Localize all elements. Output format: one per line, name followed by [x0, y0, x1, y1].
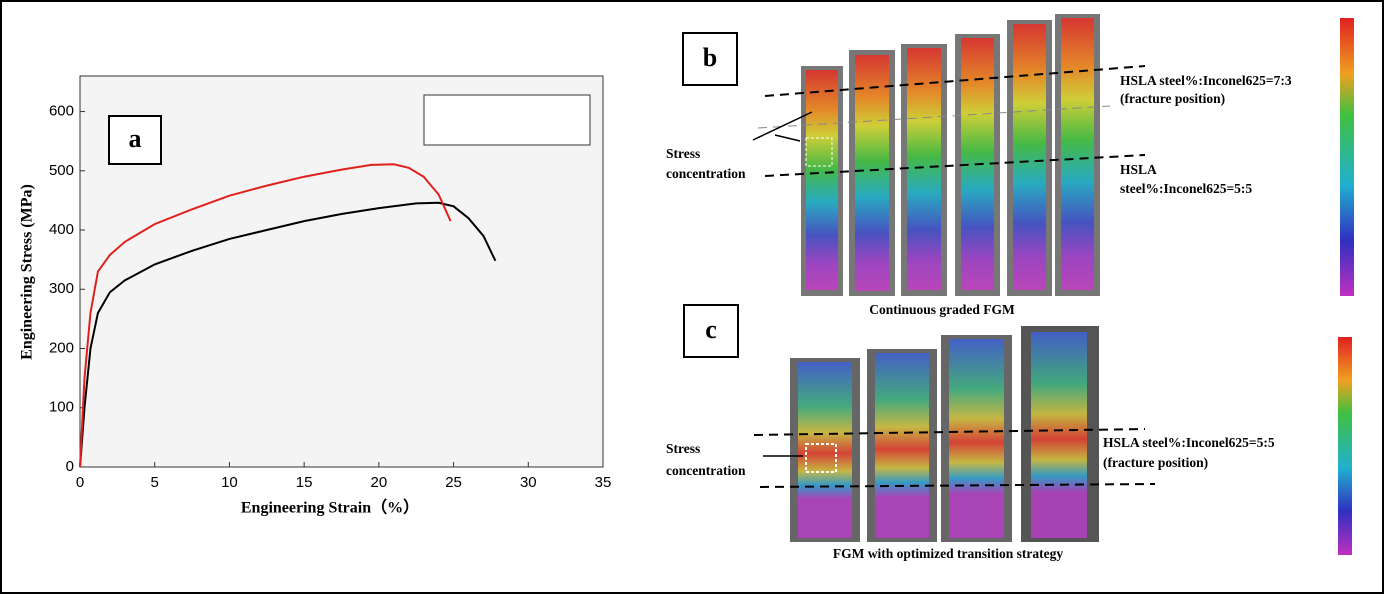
y-tick-label: 200: [49, 339, 74, 356]
x-tick-label: 0: [76, 474, 84, 491]
panel-label: c: [705, 315, 717, 344]
y-tick-label: 100: [49, 399, 74, 416]
x-tick-label: 25: [445, 474, 462, 491]
y-tick-label: 600: [49, 103, 74, 120]
guide-lines: [753, 428, 1156, 488]
legend: [423, 94, 591, 146]
note: HSLA steel%:Inconel625=5:5: [1103, 435, 1275, 450]
panel-label-box: [108, 115, 162, 165]
y-tick-label: 0: [66, 458, 74, 475]
line: [79, 163, 452, 468]
x-tick-label: 5: [151, 474, 159, 491]
y-tick-label: 400: [49, 221, 74, 238]
note: Stress: [666, 441, 700, 456]
x-tick-label: 20: [371, 474, 388, 491]
note: HSLA: [1120, 162, 1157, 177]
line: [79, 201, 497, 468]
panel-label-box: [683, 304, 739, 358]
x-tick-label: 10: [221, 474, 238, 491]
note: steel%:Inconel625=5:5: [1120, 181, 1252, 196]
x-tick-label: 30: [520, 474, 537, 491]
panel-label: a: [129, 124, 142, 153]
caption: Continuous graded FGM: [869, 302, 1015, 317]
y-tick-label: 300: [49, 280, 74, 297]
specimens-c: [790, 326, 1352, 555]
note: (fracture position): [1120, 91, 1225, 106]
arrow: [752, 111, 813, 142]
caption: FGM with optimized transition strategy: [833, 546, 1063, 561]
y-axis-label: Engineering Stress (MPa): [19, 184, 36, 360]
note: HSLA steel%:Inconel625=7:3: [1120, 73, 1292, 88]
specimens-b: [801, 14, 1354, 296]
panel-label-box: [682, 32, 738, 86]
panel-label: b: [703, 43, 717, 72]
x-axis-label: Engineering Strain（%）: [241, 499, 419, 517]
note: concentration: [666, 463, 746, 478]
x-tick-label: 15: [296, 474, 313, 491]
y-tick-label: 500: [49, 162, 74, 179]
guide-lines: [757, 65, 1146, 177]
x-tick-label: 35: [595, 474, 612, 491]
note: concentration: [666, 166, 746, 181]
note: (fracture position): [1103, 455, 1208, 470]
note: Stress: [666, 146, 700, 161]
